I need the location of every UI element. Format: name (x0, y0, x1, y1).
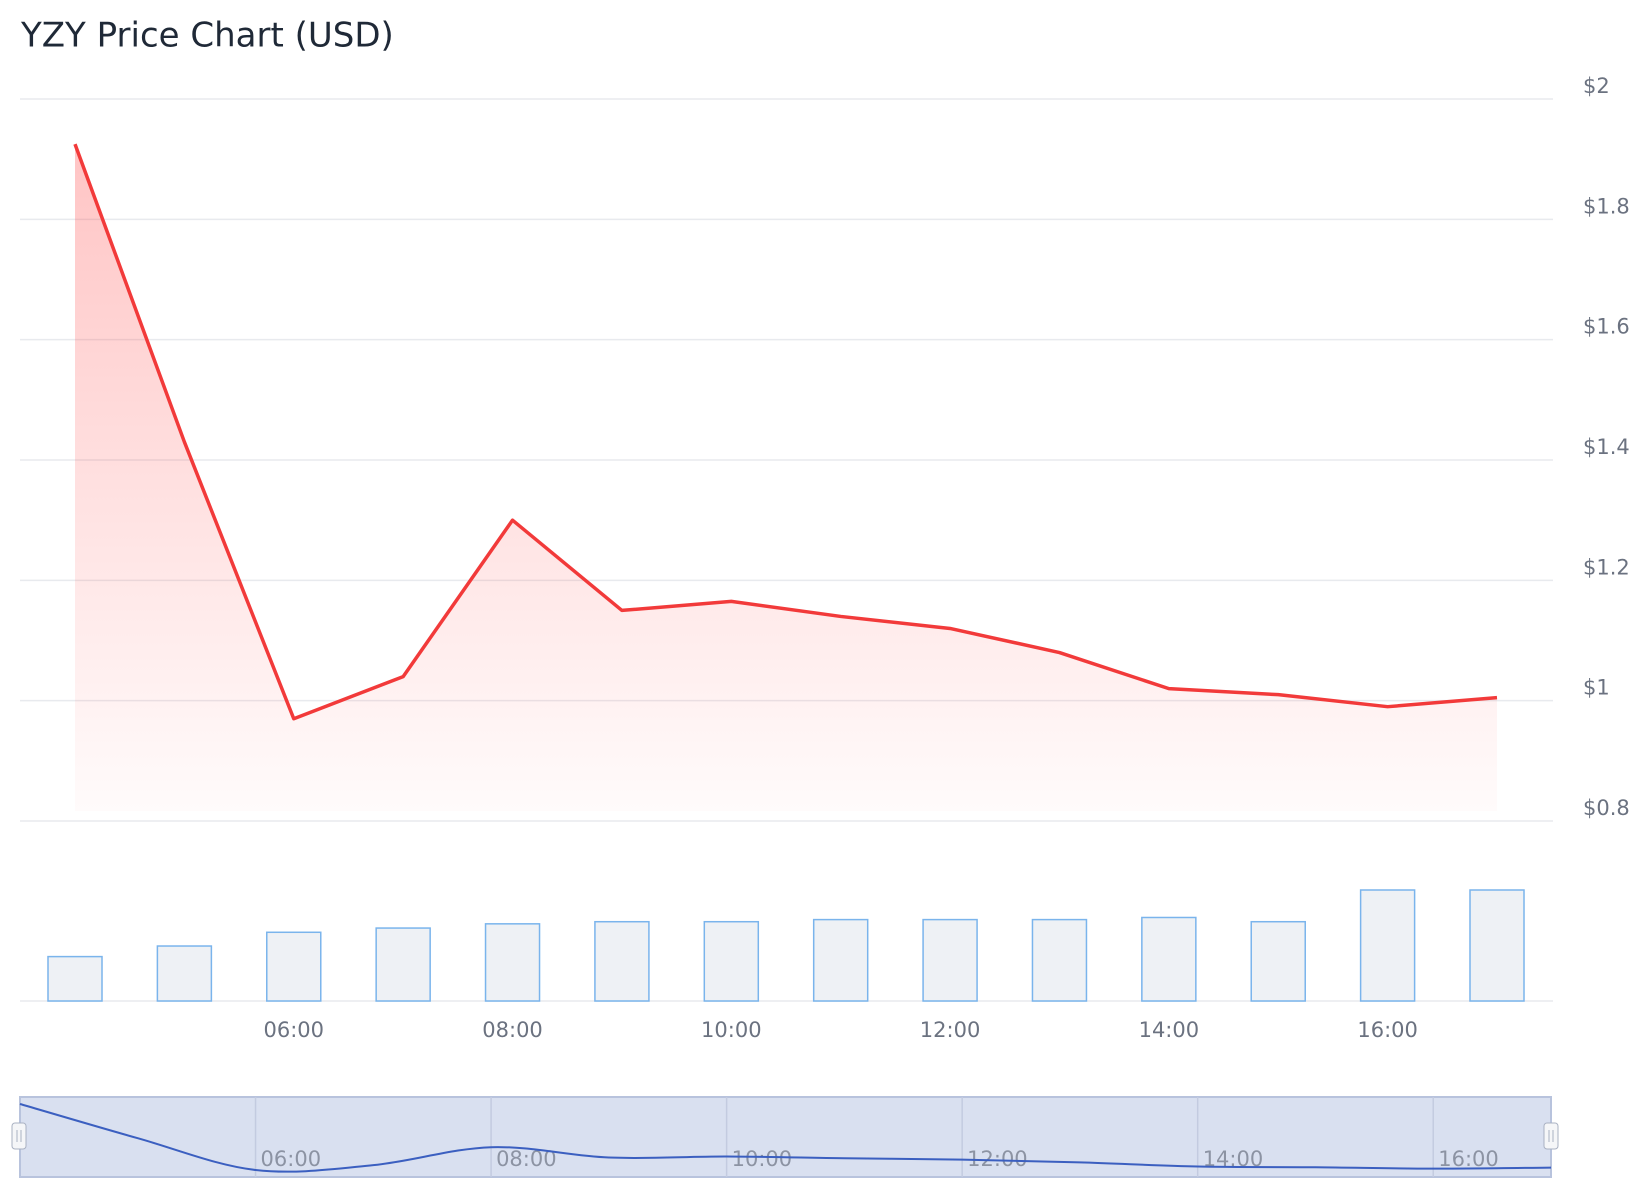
navigator-tick-label: 16:00 (1438, 1147, 1499, 1171)
x-tick-label: 16:00 (1357, 1018, 1418, 1042)
volume-bar (156, 945, 213, 1002)
volume-bar (922, 918, 978, 1002)
x-tick-label: 14:00 (1139, 1018, 1200, 1042)
navigator: 06:00 08:00 10:00 12:00 14:00 16:00 (19, 1096, 1552, 1178)
y-tick-label: $2 (1583, 74, 1610, 98)
y-tick-label: $1 (1583, 676, 1610, 700)
x-tick-label: 12:00 (920, 1018, 981, 1042)
navigator-tick-label: 06:00 (261, 1147, 322, 1171)
price-area (75, 144, 1497, 811)
volume-bar (1469, 889, 1525, 1002)
y-tick-label: $1.4 (1583, 435, 1630, 459)
volume-bar (1359, 889, 1416, 1002)
volume-bar (812, 918, 869, 1002)
volume-bar (703, 920, 760, 1002)
volume-bar (594, 920, 650, 1002)
price-line (73, 143, 1498, 721)
y-tick-label: $0.8 (1583, 796, 1630, 820)
volume-bar (47, 955, 103, 1002)
x-tick-label: 08:00 (482, 1018, 543, 1042)
volume-bar (1031, 918, 1088, 1002)
y-tick-label: $1.8 (1583, 194, 1630, 218)
navigator-window (19, 1096, 1552, 1178)
volume-bar (375, 927, 431, 1002)
y-tick-label: $1.2 (1583, 555, 1630, 579)
volume-bar (484, 923, 541, 1002)
volume-bar (1141, 916, 1197, 1002)
navigator-tick-label: 10:00 (732, 1147, 793, 1171)
volume-bar (1250, 920, 1306, 1002)
y-tick-label: $1.6 (1583, 315, 1630, 339)
x-tick-label: 10:00 (701, 1018, 762, 1042)
chart-title: YZY Price Chart (USD) (20, 16, 394, 56)
volume-bar (266, 931, 322, 1002)
navigator-line (19, 1103, 1552, 1173)
x-tick-label: 06:00 (264, 1018, 325, 1042)
